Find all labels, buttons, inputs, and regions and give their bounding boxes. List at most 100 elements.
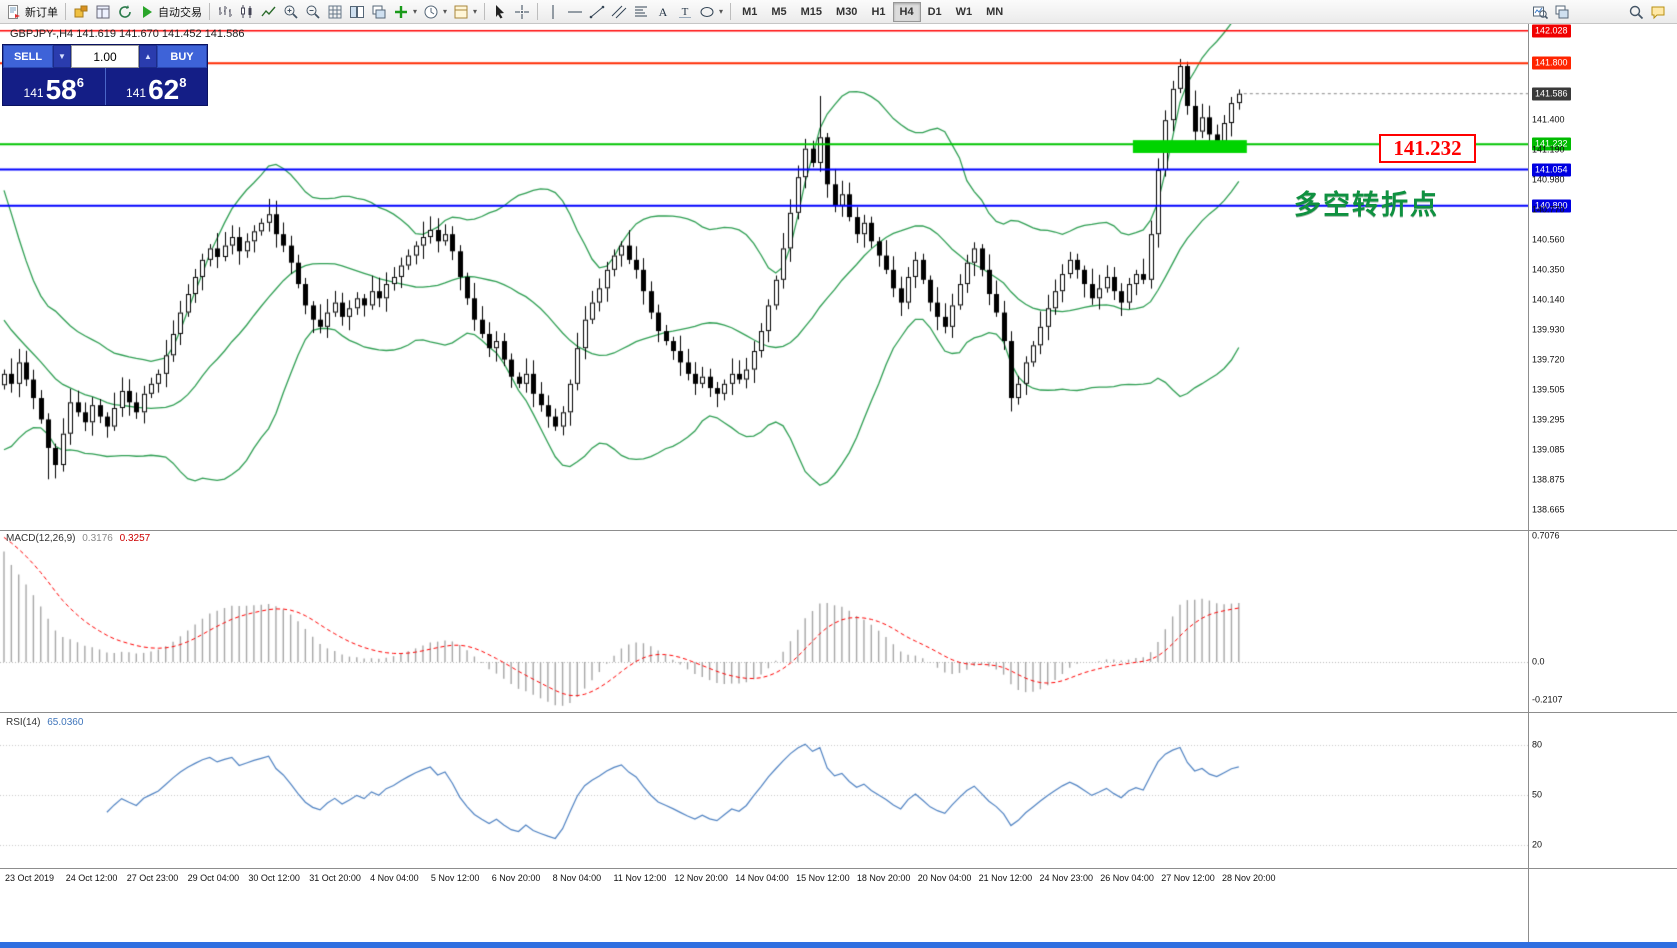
timeframe-d1-button[interactable]: D1 xyxy=(921,2,949,22)
trendline-icon xyxy=(589,4,605,20)
timeframe-m5-button[interactable]: M5 xyxy=(764,2,793,22)
candlestick-chart-button[interactable] xyxy=(236,1,258,22)
toolbar-gap xyxy=(1573,12,1625,13)
price-axis-label: 138.875 xyxy=(1532,474,1565,485)
strategy-tester-button[interactable] xyxy=(70,1,92,22)
one-click-trading-panel: SELL ▼ ▲ BUY 141 58 6 141 62 8 xyxy=(2,44,208,106)
crosshair-button[interactable] xyxy=(511,1,533,22)
toolbar-separator xyxy=(484,3,486,20)
sell-price-sup: 6 xyxy=(76,75,84,90)
price-axis-label: 139.085 xyxy=(1532,444,1565,455)
text-icon: A xyxy=(655,4,671,20)
refresh-button[interactable] xyxy=(114,1,136,22)
bar-chart-button[interactable] xyxy=(214,1,236,22)
data-window-icon xyxy=(95,4,111,20)
volume-decrease-button[interactable]: ▼ xyxy=(53,45,71,68)
channel-button[interactable] xyxy=(608,1,630,22)
indicator-axis-label: 50 xyxy=(1532,789,1543,800)
cascade-icon xyxy=(371,4,387,20)
toolbar-separator xyxy=(730,3,732,20)
tile-windows-button[interactable] xyxy=(346,1,368,22)
price-axis[interactable]: 142.028 141.800 141.586 141.400 141.232 141.1… xyxy=(1528,24,1677,942)
price-axis-tag: 140.800 xyxy=(1532,199,1571,213)
volume-increase-button[interactable]: ▲ xyxy=(139,45,157,68)
time-axis-label: 5 Nov 12:00 xyxy=(430,873,480,883)
data-window-button[interactable] xyxy=(92,1,114,22)
bars-icon xyxy=(217,4,233,20)
new-order-button[interactable]: 新订单 xyxy=(3,1,61,22)
trade-panel-prices-row: 141 58 6 141 62 8 xyxy=(3,68,207,105)
buy-price-display[interactable]: 141 62 8 xyxy=(106,68,208,105)
svg-text:A: A xyxy=(659,5,668,19)
autotrading-button[interactable]: 自动交易 xyxy=(136,1,205,22)
zoom-in-icon xyxy=(283,4,299,20)
channel-icon xyxy=(611,4,627,20)
price-axis-tag: 141.054 xyxy=(1532,163,1571,176)
vline-icon xyxy=(545,4,561,20)
rsi-panel-separator[interactable] xyxy=(0,712,1677,713)
grid-button[interactable] xyxy=(324,1,346,22)
templates-button[interactable]: ▾ xyxy=(450,1,480,22)
trendline-button[interactable] xyxy=(586,1,608,22)
fibonacci-button[interactable] xyxy=(630,1,652,22)
text-label-button[interactable]: T xyxy=(674,1,696,22)
refresh-icon xyxy=(117,4,133,20)
price-axis-label: 140.560 xyxy=(1532,234,1565,245)
price-axis-label: 139.505 xyxy=(1532,384,1565,395)
volume-input[interactable] xyxy=(71,45,139,68)
macd-main-value: 0.3176 xyxy=(82,533,113,544)
cascade-windows-button[interactable] xyxy=(368,1,390,22)
chart-mag-icon xyxy=(1532,4,1548,20)
timeframe-h1-button[interactable]: H1 xyxy=(864,2,892,22)
rsi-indicator-label: RSI(14) 65.0360 xyxy=(6,717,83,728)
time-axis-label: 21 Nov 12:00 xyxy=(978,873,1033,883)
chat-icon xyxy=(1650,4,1666,20)
cursor-button[interactable] xyxy=(489,1,511,22)
sell-price-display[interactable]: 141 58 6 xyxy=(3,68,106,105)
indicators-button[interactable]: ▾ xyxy=(390,1,420,22)
line-chart-button[interactable] xyxy=(258,1,280,22)
price-axis-label: 138.665 xyxy=(1532,504,1565,515)
main-toolbar: 新订单 自动交易 ▾ ▾ ▾ A T ▾ M1 M5 M15 M30 H1 H4 D1 W1 MN xyxy=(0,0,1677,24)
price-axis-label: 139.930 xyxy=(1532,324,1565,335)
shapes-button[interactable]: ▾ xyxy=(696,1,726,22)
time-axis-label: 29 Oct 04:00 xyxy=(187,873,240,883)
chart-preview-button[interactable] xyxy=(1529,2,1551,23)
rsi-name: RSI(14) xyxy=(6,717,41,728)
timeframe-mn-button[interactable]: MN xyxy=(979,2,1010,22)
sell-button[interactable]: SELL xyxy=(3,45,53,68)
timeframe-h4-button[interactable]: H4 xyxy=(892,1,921,22)
text-button[interactable]: A xyxy=(652,1,674,22)
search-button[interactable] xyxy=(1625,2,1647,23)
time-axis-label: 24 Oct 12:00 xyxy=(65,873,118,883)
timeframe-m1-button[interactable]: M1 xyxy=(735,2,764,22)
community-chat-button[interactable] xyxy=(1647,2,1669,23)
rsi-value: 65.0360 xyxy=(47,717,84,728)
zoom-out-button[interactable] xyxy=(302,1,324,22)
time-axis-label: 27 Oct 23:00 xyxy=(126,873,179,883)
window-arrange-button[interactable] xyxy=(1551,2,1573,23)
macd-panel-separator[interactable] xyxy=(0,530,1677,531)
timeframe-w1-button[interactable]: W1 xyxy=(949,2,980,22)
price-axis-tag: 141.800 xyxy=(1532,56,1571,70)
time-axis-label: 8 Nov 04:00 xyxy=(552,873,602,883)
price-level-annotation[interactable]: 141.232 xyxy=(1379,134,1476,163)
candles-icon xyxy=(239,4,255,20)
periods-button[interactable]: ▾ xyxy=(420,1,450,22)
buy-button[interactable]: BUY xyxy=(157,45,207,68)
chart-canvas[interactable] xyxy=(0,24,1528,868)
price-axis-label: 140.770 xyxy=(1532,204,1565,215)
time-axis-label: 23 Oct 2019 xyxy=(5,873,55,883)
time-axis-label: 11 Nov 12:00 xyxy=(613,873,667,883)
time-axis[interactable]: 23 Oct 2019 24 Oct 12:00 27 Oct 23:00 29 Oc… xyxy=(0,869,1528,889)
horizontal-line-button[interactable] xyxy=(564,1,586,22)
vertical-line-button[interactable] xyxy=(542,1,564,22)
turning-point-annotation[interactable]: 多空转折点 xyxy=(1294,190,1439,220)
line-chart-icon xyxy=(261,4,277,20)
timeframe-m15-button[interactable]: M15 xyxy=(794,2,829,22)
zoom-in-button[interactable] xyxy=(280,1,302,22)
crosshair-icon xyxy=(514,4,530,20)
timeframe-m30-button[interactable]: M30 xyxy=(829,2,864,22)
buy-price-sup: 8 xyxy=(179,75,187,90)
